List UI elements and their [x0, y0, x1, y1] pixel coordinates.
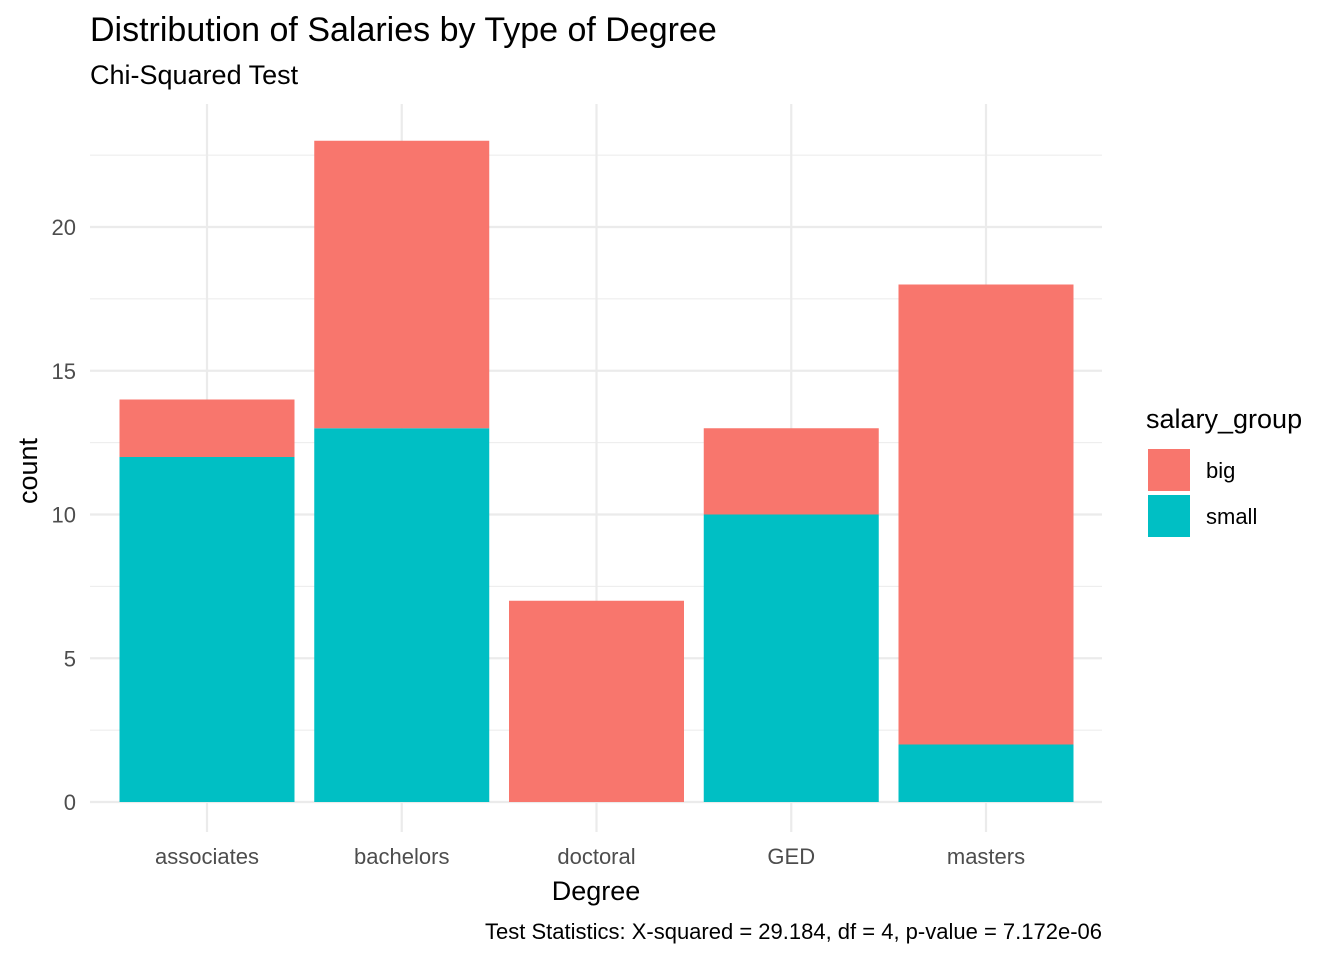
bars: [119, 140, 1074, 802]
legend: salary_group big small: [1146, 404, 1302, 537]
y-tick-label: 15: [52, 359, 76, 384]
bar-small-bachelors: [314, 428, 490, 802]
bar-big-masters: [898, 284, 1074, 745]
x-tick-labels: associates bachelors doctoral GED masters: [155, 844, 1025, 869]
y-tick-label: 10: [52, 503, 76, 528]
legend-label-big: big: [1206, 458, 1235, 483]
legend-key-big: [1148, 449, 1190, 491]
chart-caption: Test Statistics: X-squared = 29.184, df …: [485, 919, 1102, 944]
bar-small-masters: [898, 744, 1074, 802]
y-tick-label: 20: [52, 215, 76, 240]
y-tick-label: 5: [64, 646, 76, 671]
bar-big-associates: [119, 399, 295, 457]
legend-title: salary_group: [1146, 404, 1302, 434]
x-tick-label: bachelors: [354, 844, 449, 869]
y-tick-label: 0: [64, 790, 76, 815]
x-axis-title: Degree: [552, 876, 641, 906]
bar-big-bachelors: [314, 140, 490, 429]
legend-key-small: [1148, 495, 1190, 537]
bar-big-GED: [703, 428, 879, 515]
chart-subtitle: Chi-Squared Test: [90, 60, 299, 90]
chart-title: Distribution of Salaries by Type of Degr…: [90, 11, 717, 49]
legend-label-small: small: [1206, 504, 1257, 529]
x-tick-label: masters: [947, 844, 1025, 869]
x-tick-label: GED: [767, 844, 815, 869]
y-tick-labels: 0 5 10 15 20: [52, 215, 76, 815]
bar-small-GED: [703, 514, 879, 802]
bar-big-doctoral: [509, 600, 684, 802]
bar-small-associates: [119, 457, 295, 802]
legend-items: big small: [1148, 449, 1257, 537]
x-tick-label: associates: [155, 844, 259, 869]
y-axis-title: count: [13, 437, 43, 504]
x-tick-label: doctoral: [557, 844, 635, 869]
